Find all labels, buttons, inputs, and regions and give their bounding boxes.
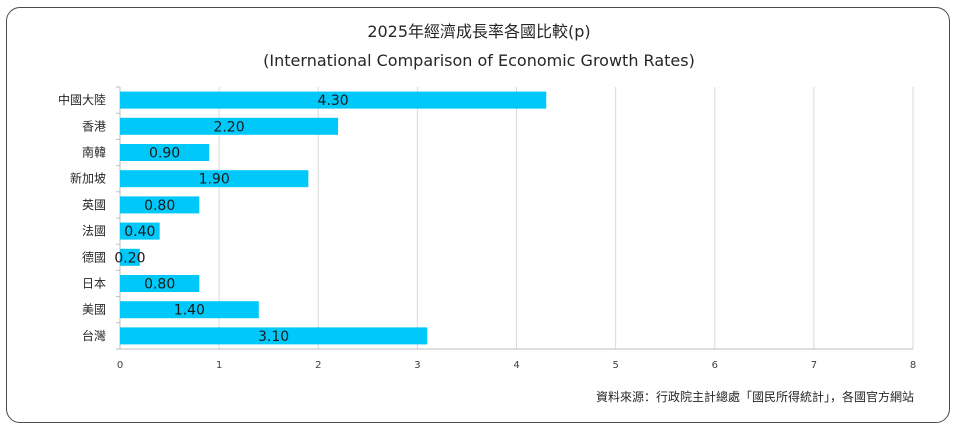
category-label: 日本 <box>82 277 106 291</box>
data-label: 1.40 <box>174 303 205 319</box>
bar-10 <box>120 327 428 345</box>
category-label: 美國 <box>82 303 106 317</box>
data-label: 1.90 <box>199 172 230 188</box>
chart-frame <box>6 7 950 423</box>
chart-title: 2025年經濟成長率各國比較(p) <box>367 22 591 41</box>
category-label: 台灣 <box>82 328 106 343</box>
data-label: 0.40 <box>124 224 155 240</box>
x-tick-label: 6 <box>712 360 718 371</box>
category-label: 新加坡 <box>70 171 106 186</box>
bar-5 <box>120 196 200 214</box>
x-tick-label: 8 <box>910 360 916 371</box>
source-note: 資料來源：行政院主計總處「國民所得統計」，各國官方網站 <box>595 390 914 404</box>
category-label: 英國 <box>82 198 106 212</box>
data-label: 0.80 <box>144 277 175 293</box>
bar-6 <box>120 222 160 240</box>
data-label: 0.20 <box>114 250 145 266</box>
data-label: 0.90 <box>149 146 180 162</box>
x-tick-label: 1 <box>216 360 222 371</box>
category-label: 南韓 <box>82 145 106 160</box>
x-tick-label: 5 <box>612 360 618 371</box>
bar-2 <box>120 117 339 135</box>
chart-subtitle: (International Comparison of Economic Gr… <box>263 51 695 70</box>
bar-1 <box>120 91 547 109</box>
category-label: 香港 <box>82 119 106 133</box>
x-tick-label: 2 <box>315 360 321 371</box>
category-label: 中國大陸 <box>58 92 106 107</box>
x-tick-label: 4 <box>513 360 519 371</box>
data-label: 3.10 <box>258 329 289 345</box>
data-label: 2.20 <box>213 119 244 135</box>
bar-4 <box>120 170 309 188</box>
x-tick-label: 3 <box>414 360 420 371</box>
bar-7 <box>120 248 140 266</box>
data-label: 0.80 <box>144 198 175 214</box>
bar-9 <box>120 301 259 319</box>
bar-8 <box>120 275 200 292</box>
x-tick-label: 0 <box>117 360 123 371</box>
data-label: 4.30 <box>318 93 349 109</box>
category-label: 法國 <box>82 224 106 238</box>
category-label: 德國 <box>82 249 106 264</box>
x-tick-label: 7 <box>811 360 817 371</box>
bar-3 <box>120 144 210 161</box>
